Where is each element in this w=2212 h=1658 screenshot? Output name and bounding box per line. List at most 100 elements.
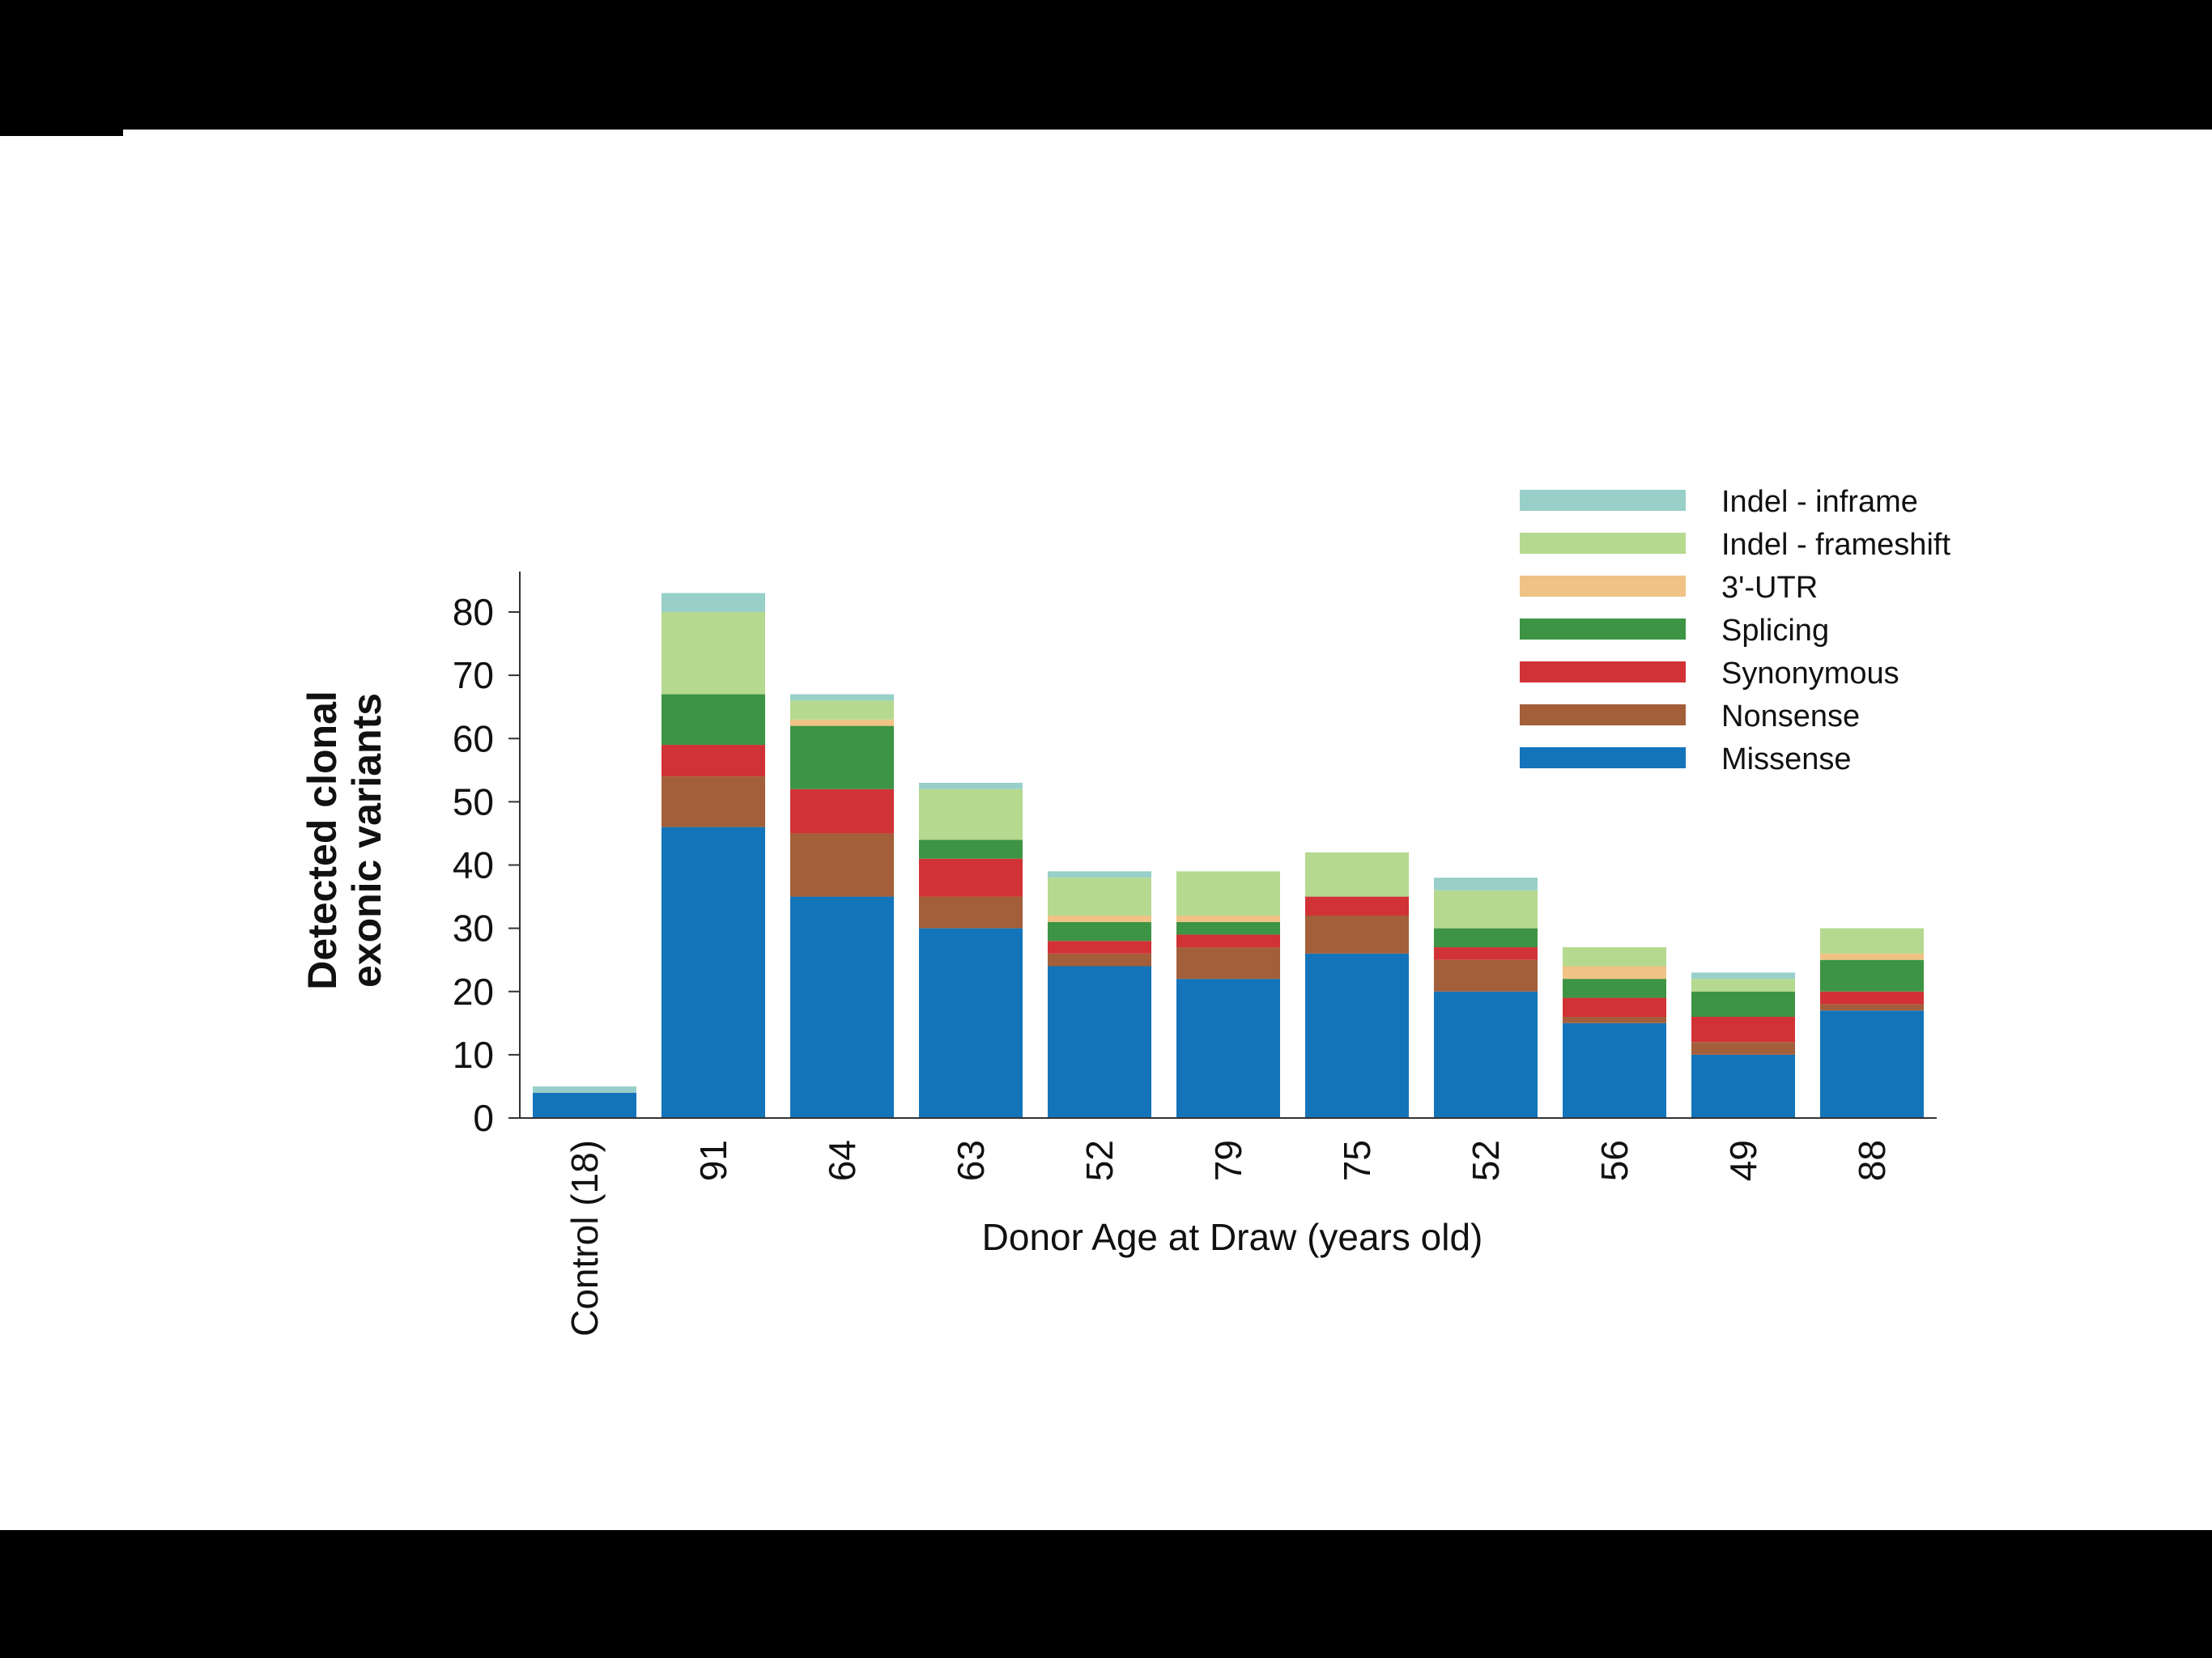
- y-tick-label-50: 50: [453, 780, 494, 823]
- bar-segment-indel-inframe-9: [1691, 972, 1795, 980]
- bar-segment-nonsense-10: [1820, 1004, 1924, 1011]
- y-tick-label-80: 80: [453, 591, 494, 633]
- legend-swatch-nonsense: [1520, 704, 1686, 725]
- bar-segment-missense-1: [661, 827, 765, 1118]
- legend-label-synonymous: Synonymous: [1721, 657, 1899, 691]
- bar-segment-missense-6: [1305, 953, 1409, 1118]
- legend-swatch-synonymous: [1520, 661, 1686, 682]
- bar-segment-synonymous-1: [661, 745, 765, 777]
- y-tick-label-10: 10: [453, 1034, 494, 1076]
- y-tick-label-60: 60: [453, 717, 494, 759]
- x-tick-label-10: 88: [1851, 1140, 1893, 1181]
- bar-segment-indel-inframe-1: [661, 593, 765, 612]
- legend-label-indel-frameshift: Indel - frameshift: [1721, 528, 1950, 562]
- bar-segment-missense-5: [1176, 979, 1280, 1118]
- bar-segment-indel-inframe-3: [919, 782, 1023, 789]
- bar-segment-missense-7: [1434, 991, 1538, 1118]
- bar-segment-indel-frameshift-2: [790, 700, 894, 720]
- x-tick-label-3: 63: [950, 1140, 992, 1181]
- bar-segment-3-utr-4: [1048, 916, 1151, 922]
- legend-label-missense: Missense: [1721, 742, 1852, 776]
- bar-segment-synonymous-7: [1434, 947, 1538, 960]
- bar-segment-synonymous-8: [1563, 997, 1666, 1017]
- legend-label-splicing: Splicing: [1721, 614, 1829, 648]
- bar-segment-splicing-5: [1176, 921, 1280, 935]
- y-axis-title-line-2: exonic variants: [344, 693, 389, 988]
- bar-segment-splicing-2: [790, 725, 894, 789]
- x-tick-label-5: 79: [1207, 1140, 1249, 1181]
- bar-segment-3-utr-5: [1176, 916, 1280, 922]
- x-tick-label-7: 52: [1465, 1140, 1507, 1181]
- x-tick-label-0: Control (18): [564, 1140, 606, 1337]
- bar-segment-splicing-8: [1563, 979, 1666, 998]
- y-tick-label-40: 40: [453, 844, 494, 886]
- bar-segment-indel-frameshift-6: [1305, 852, 1409, 897]
- bar-segment-missense-4: [1048, 966, 1151, 1118]
- bar-segment-splicing-9: [1691, 991, 1795, 1017]
- y-tick-label-30: 30: [453, 908, 494, 950]
- x-tick-label-8: 56: [1593, 1140, 1636, 1181]
- bar-segment-indel-inframe-4: [1048, 871, 1151, 878]
- bar-segment-synonymous-5: [1176, 934, 1280, 948]
- bar-segment-splicing-3: [919, 840, 1023, 859]
- y-tick-label-20: 20: [453, 971, 494, 1013]
- bar-segment-synonymous-4: [1048, 941, 1151, 954]
- bar-segment-indel-frameshift-4: [1048, 878, 1151, 916]
- bar-segment-missense-10: [1820, 1010, 1924, 1118]
- bar-segment-indel-frameshift-9: [1691, 979, 1795, 992]
- bar-segment-nonsense-3: [919, 896, 1023, 929]
- y-axis-title: Detected clonal: [300, 691, 345, 990]
- bar-segment-splicing-1: [661, 694, 765, 746]
- bars-group: [533, 593, 1924, 1118]
- y-tick-label-70: 70: [453, 654, 494, 696]
- bar-segment-synonymous-6: [1305, 896, 1409, 916]
- axes-group: 0 10 20 30 40 50 60 70 80 Control (18) 91 64 63 52 79 7…: [453, 572, 1937, 1337]
- bar-segment-indel-frameshift-7: [1434, 890, 1538, 929]
- bar-segment-missense-2: [790, 896, 894, 1118]
- x-tick-label-6: 75: [1336, 1140, 1378, 1181]
- bar-segment-splicing-4: [1048, 921, 1151, 942]
- bar-segment-indel-inframe-0: [533, 1086, 636, 1093]
- bar-segment-splicing-7: [1434, 928, 1538, 948]
- x-tick-label-9: 49: [1722, 1140, 1764, 1181]
- bar-segment-synonymous-9: [1691, 1017, 1795, 1043]
- x-axis-title: Donor Age at Draw (years old): [982, 1216, 1483, 1258]
- bar-segment-indel-frameshift-8: [1563, 947, 1666, 967]
- bar-segment-indel-inframe-7: [1434, 878, 1538, 891]
- legend-swatch-splicing: [1520, 619, 1686, 640]
- legend-label-3-utr: 3'-UTR: [1721, 571, 1818, 605]
- x-tick-label-2: 64: [821, 1140, 863, 1181]
- x-tick-label-1: 91: [692, 1140, 734, 1181]
- legend-swatch-indel-frameshift: [1520, 533, 1686, 554]
- top-black-band: [0, 0, 2212, 130]
- bar-segment-nonsense-2: [790, 833, 894, 897]
- bar-segment-indel-frameshift-1: [661, 612, 765, 695]
- bar-segment-indel-frameshift-10: [1820, 928, 1924, 954]
- bar-segment-nonsense-1: [661, 776, 765, 827]
- x-tick-label-4: 52: [1078, 1140, 1121, 1181]
- bar-segment-missense-3: [919, 928, 1023, 1118]
- bar-segment-missense-0: [533, 1092, 636, 1118]
- legend-swatch-indel-inframe: [1520, 490, 1686, 511]
- bar-segment-3-utr-2: [790, 719, 894, 726]
- bar-segment-splicing-10: [1820, 959, 1924, 992]
- legend-label-indel-inframe: Indel - inframe: [1721, 485, 1918, 519]
- bottom-black-band: [0, 1530, 2212, 1658]
- bar-segment-nonsense-6: [1305, 916, 1409, 954]
- bar-segment-indel-frameshift-3: [919, 789, 1023, 840]
- bar-segment-missense-9: [1691, 1054, 1795, 1118]
- bar-segment-nonsense-4: [1048, 953, 1151, 967]
- bar-segment-nonsense-5: [1176, 947, 1280, 980]
- bar-segment-indel-frameshift-5: [1176, 871, 1280, 916]
- bar-segment-synonymous-2: [790, 789, 894, 834]
- bar-segment-nonsense-8: [1563, 1017, 1666, 1023]
- legend-swatch-missense: [1520, 747, 1686, 768]
- legend-label-nonsense: Nonsense: [1721, 699, 1860, 733]
- bar-segment-3-utr-10: [1820, 953, 1924, 960]
- y-tick-label-0: 0: [473, 1097, 494, 1139]
- bar-segment-nonsense-9: [1691, 1042, 1795, 1055]
- bar-segment-indel-inframe-2: [790, 694, 894, 701]
- top-black-notch: [0, 130, 123, 136]
- legend: Indel - inframe Indel - frameshift 3'-UTR S…: [1520, 485, 1950, 776]
